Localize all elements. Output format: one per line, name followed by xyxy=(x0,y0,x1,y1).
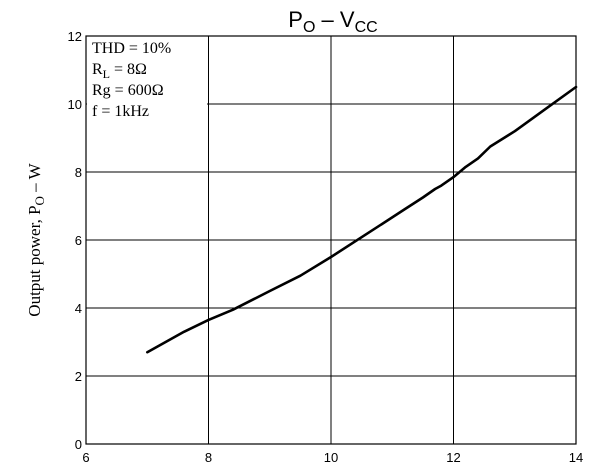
x-tick-labels: 6 8 10 12 14 xyxy=(82,450,583,465)
y-tick-labels: 0 2 4 6 8 10 12 xyxy=(68,29,82,452)
y-tick-label-4: 4 xyxy=(75,301,82,316)
y-tick-label-2: 2 xyxy=(75,369,82,384)
y-axis-label: Output power, PO – W xyxy=(25,162,47,316)
annotation-box xyxy=(87,37,207,125)
y-tick-label-12: 12 xyxy=(68,29,82,44)
x-tick-label-8: 8 xyxy=(205,450,212,465)
annotation-line-2: RL = 8Ω xyxy=(92,61,147,81)
plot-frame xyxy=(85,35,577,445)
annotation-line-3: Rg = 600Ω xyxy=(92,82,164,99)
series-line-po xyxy=(146,85,578,354)
x-tick-label-14: 14 xyxy=(569,450,583,465)
annotation-line-4: f = 1kHz xyxy=(92,103,149,120)
annotation-line-1: THD = 10% xyxy=(92,40,171,57)
y-tick-label-8: 8 xyxy=(75,165,82,180)
x-tick-label-10: 10 xyxy=(324,450,338,465)
x-tick-label-12: 12 xyxy=(446,450,460,465)
grid-lines xyxy=(86,36,576,444)
x-tick-label-6: 6 xyxy=(82,450,89,465)
y-tick-label-0: 0 xyxy=(75,437,82,452)
chart-title: PO – VCC xyxy=(288,7,377,36)
y-tick-label-6: 6 xyxy=(75,233,82,248)
y-tick-label-10: 10 xyxy=(68,97,82,112)
